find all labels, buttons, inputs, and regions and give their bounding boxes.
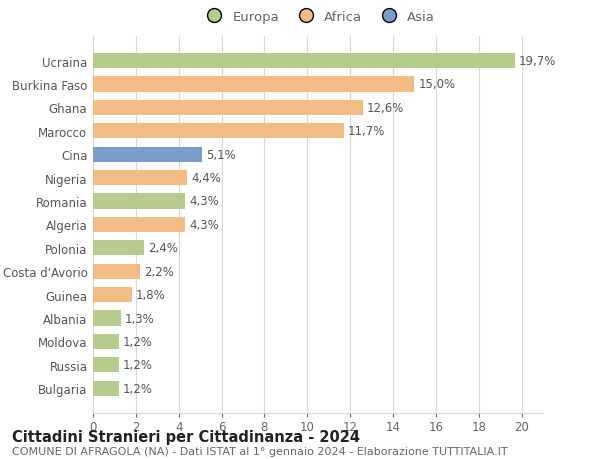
- Bar: [93, 358, 119, 373]
- Bar: [93, 311, 121, 326]
- Text: 19,7%: 19,7%: [519, 55, 556, 68]
- Bar: [93, 334, 119, 349]
- Text: COMUNE DI AFRAGOLA (NA) - Dati ISTAT al 1° gennaio 2024 - Elaborazione TUTTITALI: COMUNE DI AFRAGOLA (NA) - Dati ISTAT al …: [12, 446, 508, 456]
- Bar: [93, 54, 515, 69]
- Bar: [93, 77, 415, 92]
- Bar: [93, 194, 185, 209]
- Bar: [93, 124, 344, 139]
- Text: 4,3%: 4,3%: [189, 218, 219, 231]
- Text: 4,3%: 4,3%: [189, 195, 219, 208]
- Text: 12,6%: 12,6%: [367, 101, 404, 115]
- Bar: [93, 101, 363, 116]
- Bar: [93, 381, 119, 396]
- Bar: [93, 171, 187, 186]
- Text: 11,7%: 11,7%: [347, 125, 385, 138]
- Text: 15,0%: 15,0%: [418, 78, 455, 91]
- Text: 1,2%: 1,2%: [122, 335, 152, 348]
- Text: Cittadini Stranieri per Cittadinanza - 2024: Cittadini Stranieri per Cittadinanza - 2…: [12, 429, 360, 444]
- Text: 1,3%: 1,3%: [125, 312, 154, 325]
- Bar: [93, 264, 140, 279]
- Bar: [93, 287, 131, 302]
- Bar: [93, 241, 145, 256]
- Bar: [93, 217, 185, 233]
- Text: 2,2%: 2,2%: [144, 265, 174, 278]
- Text: 4,4%: 4,4%: [191, 172, 221, 185]
- Text: 1,2%: 1,2%: [122, 358, 152, 371]
- Text: 1,2%: 1,2%: [122, 382, 152, 395]
- Legend: Europa, Africa, Asia: Europa, Africa, Asia: [198, 8, 438, 26]
- Text: 1,8%: 1,8%: [136, 289, 165, 302]
- Text: 2,4%: 2,4%: [148, 242, 178, 255]
- Bar: [93, 147, 202, 162]
- Text: 5,1%: 5,1%: [206, 148, 236, 161]
